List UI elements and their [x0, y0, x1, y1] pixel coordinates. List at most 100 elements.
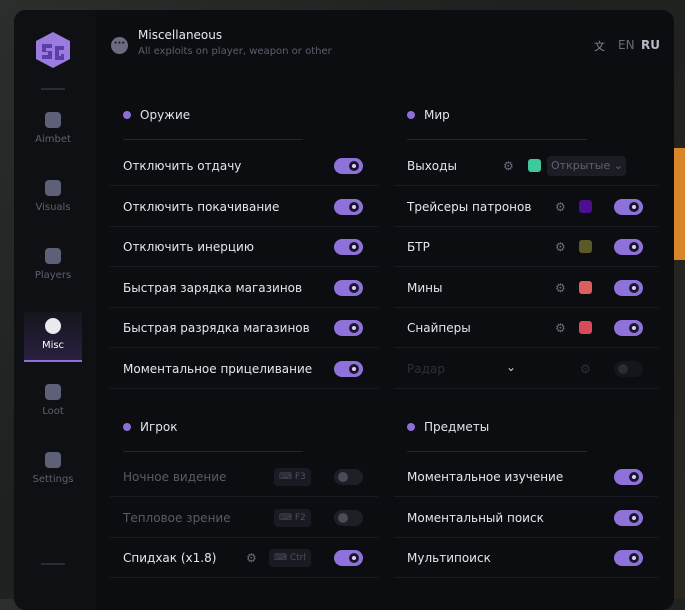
gear-icon[interactable]: ⚙: [555, 280, 566, 295]
mode-select[interactable]: Открытые ⌄: [547, 156, 626, 176]
sidebar: Aimbet Visuals Players Misc Loot Settings: [14, 10, 96, 610]
sidebar-item-label: Players: [34, 270, 72, 281]
setting-row: Отключить инерцию: [110, 227, 378, 267]
chevron-down-icon[interactable]: ⌄: [506, 359, 517, 374]
divider: [123, 139, 303, 140]
color-swatch[interactable]: [579, 321, 592, 334]
alien-icon: [45, 112, 61, 128]
setting-label: Тепловое зрение: [123, 510, 231, 525]
setting-label: Отключить отдачу: [123, 159, 242, 173]
sidebar-item-label: Misc: [41, 340, 65, 351]
app-window: Aimbet Visuals Players Misc Loot Settings ···…: [14, 10, 674, 610]
toggle-switch[interactable]: [614, 198, 643, 215]
setting-row: Снайперы ⚙: [394, 308, 658, 348]
setting-row: Моментальное изучение: [394, 457, 658, 497]
setting-label: Снайперы: [407, 321, 471, 335]
divider: [407, 139, 587, 140]
section-header: Предметы: [407, 420, 489, 434]
color-swatch[interactable]: [579, 199, 592, 213]
section-title: Игрок: [140, 420, 178, 434]
setting-row: БТР ⚙: [394, 227, 658, 267]
color-swatch[interactable]: [579, 240, 592, 253]
color-swatch[interactable]: [579, 280, 592, 294]
section-header: Игрок: [123, 420, 178, 434]
toggle-switch[interactable]: [334, 550, 363, 566]
lang-en-button[interactable]: EN: [618, 38, 635, 52]
hotkey-badge[interactable]: ⌨ Ctrl: [269, 549, 311, 567]
setting-label: Выходы: [407, 159, 457, 173]
setting-row: Отключить покачивание: [110, 187, 378, 227]
toggle-switch[interactable]: [614, 320, 643, 336]
dots-icon: [45, 318, 61, 334]
toggle-switch[interactable]: [334, 360, 363, 377]
toggle-switch[interactable]: [614, 469, 643, 485]
setting-label: Моментальное прицеливание: [123, 361, 313, 376]
setting-row: Трейсеры патронов ⚙: [394, 187, 658, 227]
background-object: [672, 148, 685, 260]
section-header: Оружие: [123, 108, 190, 122]
divider: [41, 88, 65, 90]
setting-label: Быстрая разрядка магазинов: [123, 321, 310, 335]
toggle-switch[interactable]: [614, 509, 643, 526]
setting-label: БТР: [407, 240, 430, 254]
setting-label: Моментальное изучение: [407, 470, 564, 484]
translate-icon: 文: [594, 40, 605, 53]
sidebar-item-loot[interactable]: Loot: [24, 380, 82, 430]
divider: [407, 451, 587, 452]
setting-row: Моментальный поиск: [394, 498, 658, 538]
setting-row: Выходы ⚙ Открытые ⌄: [394, 146, 658, 186]
toggle-switch[interactable]: [334, 279, 363, 296]
setting-label: Отключить инерцию: [123, 240, 254, 254]
section-icon: [123, 423, 131, 431]
hotkey-badge[interactable]: ⌨ F3: [274, 468, 311, 486]
toggle-switch[interactable]: [334, 320, 363, 336]
divider: [41, 563, 65, 565]
toggle-switch[interactable]: [614, 360, 643, 377]
sidebar-item-label: Visuals: [35, 202, 71, 213]
sidebar-item-visuals[interactable]: Visuals: [24, 176, 82, 226]
color-swatch[interactable]: [528, 159, 541, 172]
vr-goggles-icon: [45, 180, 61, 196]
setting-label: Моментальный поиск: [407, 510, 544, 525]
setting-row: Радар ⌄ ⚙: [394, 349, 658, 389]
gear-icon[interactable]: ⚙: [555, 321, 566, 335]
section-icon: [123, 111, 131, 119]
toggle-switch[interactable]: [334, 198, 363, 215]
briefcase-icon: [45, 384, 61, 400]
logo-icon: [36, 32, 70, 68]
gear-icon[interactable]: ⚙: [503, 159, 514, 173]
lang-ru-button[interactable]: RU: [641, 38, 660, 52]
gear-icon[interactable]: ⚙: [555, 240, 566, 254]
toggle-switch[interactable]: [334, 469, 363, 485]
sidebar-item-label: Loot: [42, 406, 64, 417]
setting-label: Спидхак (x1.8): [123, 551, 217, 565]
toggle-switch[interactable]: [614, 550, 643, 566]
gear-icon[interactable]: ⚙: [580, 361, 591, 376]
toggle-switch[interactable]: [334, 239, 363, 255]
toggle-switch[interactable]: [614, 239, 643, 255]
gear-icon[interactable]: ⚙: [555, 199, 566, 214]
setting-row: Моментальное прицеливание: [110, 349, 378, 389]
sidebar-item-label: Settings: [32, 474, 74, 485]
setting-row: Отключить отдачу: [110, 146, 378, 186]
setting-row: Ночное видение ⌨ F3: [110, 457, 378, 497]
toggle-switch[interactable]: [334, 158, 363, 174]
page-title: Miscellaneous: [138, 28, 223, 42]
section-title: Оружие: [140, 108, 191, 122]
section-icon: [407, 111, 415, 119]
section-title: Предметы: [424, 420, 490, 434]
sidebar-item-misc[interactable]: Misc: [24, 312, 82, 362]
sidebar-item-label: Aimbet: [35, 134, 71, 145]
setting-label: Радар: [407, 361, 445, 376]
sidebar-item-aimbet[interactable]: Aimbet: [24, 108, 82, 158]
hotkey-badge[interactable]: ⌨ F2: [274, 508, 311, 527]
sidebar-item-players[interactable]: Players: [24, 244, 82, 294]
toggle-switch[interactable]: [614, 279, 643, 296]
sidebar-item-settings[interactable]: Settings: [24, 448, 82, 498]
setting-row: Тепловое зрение ⌨ F2: [110, 498, 378, 538]
users-icon: [45, 248, 61, 264]
setting-label: Ночное видение: [123, 470, 227, 484]
toggle-switch[interactable]: [334, 509, 363, 526]
list-icon: [45, 452, 61, 468]
gear-icon[interactable]: ⚙: [246, 551, 257, 565]
